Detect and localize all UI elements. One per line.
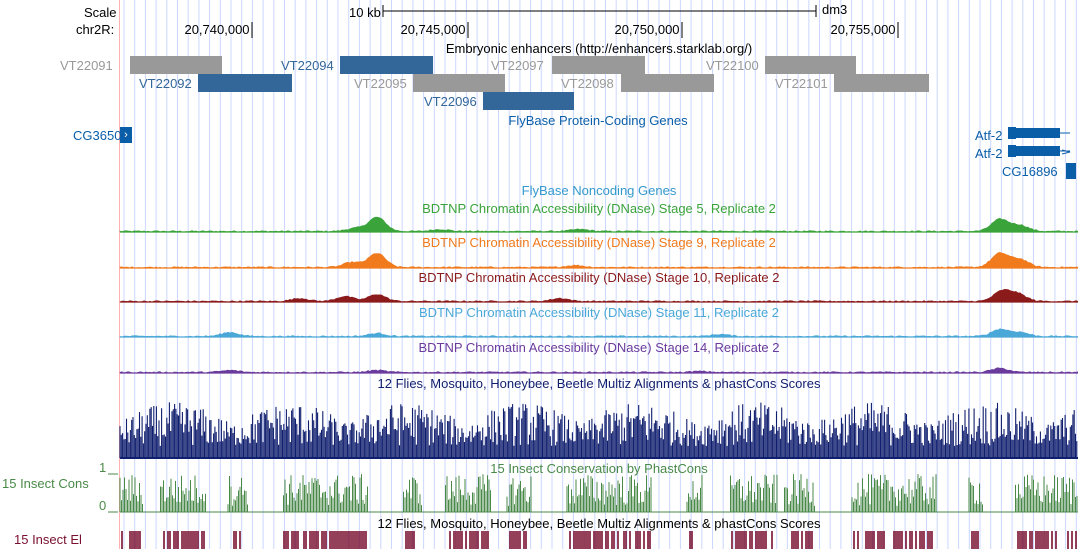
ruler-position: 20,750,000 xyxy=(614,22,680,37)
enhancer-element[interactable] xyxy=(552,56,645,74)
gene-label-atf2[interactable]: Atf-2 xyxy=(975,146,1003,161)
cons-axis-max: 1 xyxy=(99,460,107,475)
elements-track-title[interactable]: 12 Flies, Mosquito, Honeybee, Beetle Mul… xyxy=(377,516,821,531)
gene-exon xyxy=(1008,145,1016,157)
enhancer-label[interactable]: VT22091 xyxy=(60,58,113,73)
gene-label-cg16896[interactable]: CG16896 xyxy=(1002,164,1058,179)
enhancer-label[interactable]: VT22101 xyxy=(775,76,828,91)
enhancer-element[interactable] xyxy=(198,74,292,92)
dnase-stage14-title[interactable]: BDTNP Chromatin Accessibility (DNase) St… xyxy=(418,340,780,355)
dnase-stage11-title[interactable]: BDTNP Chromatin Accessibility (DNase) St… xyxy=(418,305,780,320)
assembly-label: dm3 xyxy=(822,2,848,17)
enhancer-element[interactable] xyxy=(621,74,714,92)
cons-track-title[interactable]: 15 Insect Conservation by PhastCons xyxy=(490,461,708,476)
ruler-position: 20,755,000 xyxy=(830,22,896,37)
gene-label-atf2[interactable]: Atf-2 xyxy=(975,128,1003,143)
conserved-elements xyxy=(121,531,1077,549)
dnase-signal-dnase10 xyxy=(119,289,1078,303)
multiz-bars xyxy=(119,402,1078,458)
cons-axis-min: 0 xyxy=(99,498,107,513)
strand-arrow xyxy=(1061,149,1071,155)
enhancer-label[interactable]: VT22096 xyxy=(424,94,477,109)
dnase-stage10-title[interactable]: BDTNP Chromatin Accessibility (DNase) St… xyxy=(418,270,780,285)
enhancer-element[interactable] xyxy=(483,92,574,110)
cons-left-label[interactable]: 15 Insect Cons xyxy=(2,476,89,491)
dnase-signal-dnase14 xyxy=(119,367,1078,374)
noncoding-track-title[interactable]: FlyBase Noncoding Genes xyxy=(521,183,677,198)
gene-label-cg3650[interactable]: CG3650 xyxy=(73,128,122,143)
enhancer-element[interactable] xyxy=(340,56,433,74)
enhancer-element[interactable] xyxy=(834,74,929,92)
chrom-label: chr2R: xyxy=(76,22,115,37)
dnase-stage9-title[interactable]: BDTNP Chromatin Accessibility (DNase) St… xyxy=(422,235,776,250)
gene-exon xyxy=(1016,128,1060,138)
scale-bar-label: 10 kb xyxy=(349,5,381,20)
enhancer-label[interactable]: VT22097 xyxy=(491,58,544,73)
ruler-position: 20,745,000 xyxy=(400,22,466,37)
enhancer-label[interactable]: VT22100 xyxy=(706,58,759,73)
enhancer-label[interactable]: VT22092 xyxy=(139,76,192,91)
multiz-track-title[interactable]: 12 Flies, Mosquito, Honeybee, Beetle Mul… xyxy=(377,376,821,391)
dnase-signal-dnase11 xyxy=(119,328,1078,338)
enhancer-label[interactable]: VT22098 xyxy=(561,76,614,91)
gene-exon xyxy=(1066,163,1076,179)
enhancer-element[interactable] xyxy=(413,74,505,92)
phastcons-bars xyxy=(119,474,1078,512)
enhancer-element[interactable] xyxy=(130,56,222,74)
enhancer-label[interactable]: VT22095 xyxy=(354,76,407,91)
enhancer-element[interactable] xyxy=(765,56,856,74)
enhancer-label[interactable]: VT22094 xyxy=(281,58,334,73)
coding-genes-track-title[interactable]: FlyBase Protein-Coding Genes xyxy=(508,113,688,128)
gene-cg3650[interactable]: › xyxy=(120,127,132,143)
dnase-signal-dnase9 xyxy=(119,251,1078,269)
elements-left-label[interactable]: 15 Insect El xyxy=(14,532,82,547)
gene-exon xyxy=(1016,146,1060,156)
gene-exon xyxy=(1008,127,1016,139)
dnase-signal-dnase5 xyxy=(119,216,1078,233)
scale-label: Scale xyxy=(84,5,117,20)
ruler-position: 20,740,000 xyxy=(184,22,250,37)
dnase-stage5-title[interactable]: BDTNP Chromatin Accessibility (DNase) St… xyxy=(422,201,776,216)
enhancers-track-title[interactable]: Embryonic enhancers (http://enhancers.st… xyxy=(445,41,753,56)
